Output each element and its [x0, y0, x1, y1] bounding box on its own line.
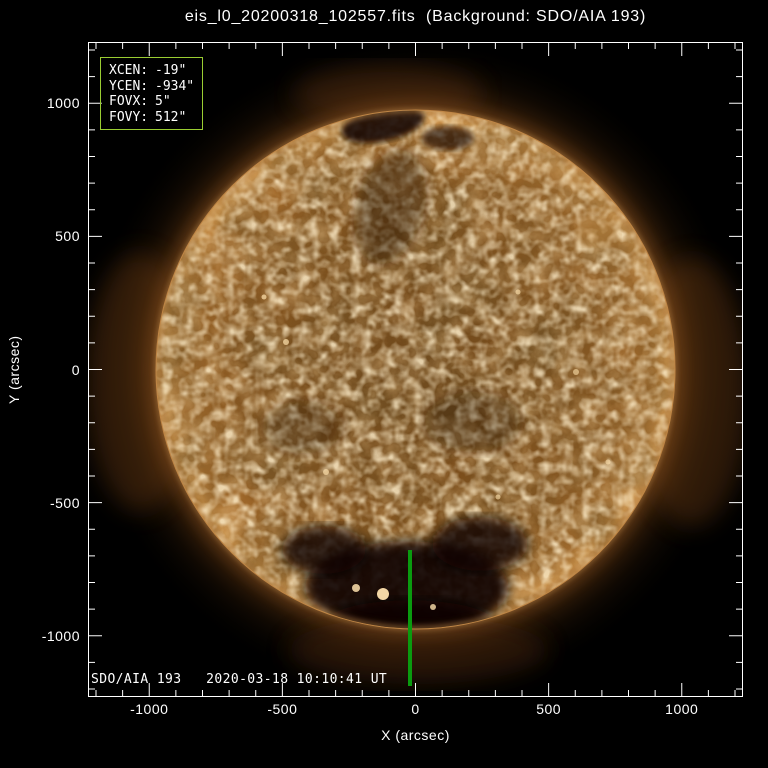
- x-tick-label: 0: [411, 701, 420, 717]
- eis-fov-line: [408, 550, 413, 687]
- legend-row-fovy: FOVY: 512": [109, 109, 187, 125]
- x-axis-title: X (arcsec): [381, 727, 450, 743]
- x-tick-label: 1000: [665, 701, 699, 717]
- y-tick-label: 1000: [46, 95, 80, 112]
- y-tick-label: 0: [71, 361, 80, 378]
- x-tick-label: 500: [536, 701, 562, 717]
- plot-title: eis_l0_20200318_102557.fits (Background:…: [184, 8, 647, 25]
- legend-row-ycen: YCEN: -934": [109, 78, 195, 94]
- axes-box: [88, 42, 743, 697]
- legend-row-xcen: XCEN: -19": [109, 63, 187, 78]
- legend-row-fovx: FOVX: 5": [109, 94, 171, 109]
- bright-points: [261, 289, 611, 610]
- y-tick-label: 500: [55, 228, 80, 245]
- fov-legend-box: XCEN: -19" YCEN: -934" FOVX: 5" FOVY: 512": [100, 57, 204, 130]
- x-tick-label: -1000: [130, 701, 169, 717]
- y-tick-label: -1000: [41, 627, 80, 644]
- solar-limb: [155, 109, 676, 630]
- sun-aia193-image[interactable]: [88, 42, 743, 697]
- background-image-label: SDO/AIA 193 2020-03-18 10:10:41 UT: [91, 672, 388, 687]
- y-tick-label: -500: [49, 494, 80, 511]
- plot-area: XCEN: -19" YCEN: -934" FOVX: 5" FOVY: 512" S…: [88, 42, 743, 697]
- x-tick-label: -500: [267, 701, 298, 717]
